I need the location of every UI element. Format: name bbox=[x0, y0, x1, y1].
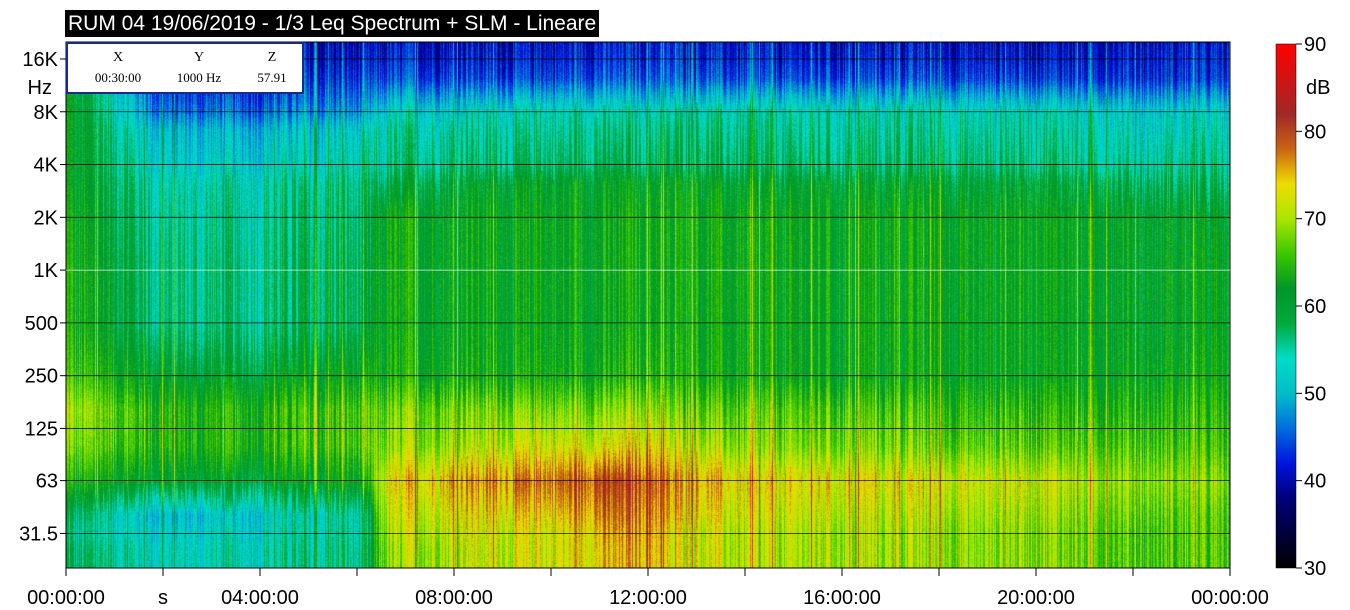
cursor-x-value: 00:30:00 bbox=[94, 70, 142, 85]
x-tick-label: 08:00:00 bbox=[415, 587, 493, 609]
chart-title: RUM 04 19/06/2019 - 1/3 Leq Spectrum + S… bbox=[65, 10, 600, 37]
y-unit-label: Hz bbox=[28, 77, 52, 99]
y-tick-label: 250 bbox=[25, 366, 58, 388]
x-tick-label: 00:00:00 bbox=[1191, 587, 1269, 609]
x-tick-label: 20:00:00 bbox=[997, 587, 1075, 609]
y-tick-label: 63 bbox=[36, 471, 58, 493]
colorbar-tick-label: 70 bbox=[1304, 209, 1326, 231]
colorbar-tick-label: 30 bbox=[1304, 558, 1326, 580]
cursor-y-header: Y bbox=[193, 50, 205, 65]
y-tick-label: 500 bbox=[25, 313, 58, 335]
cursor-z-value: 57.91 bbox=[257, 70, 287, 85]
colorbar-unit-label: dB bbox=[1306, 77, 1330, 99]
colorbar bbox=[1275, 43, 1297, 569]
colorbar-tick-label: 60 bbox=[1304, 296, 1326, 318]
x-tick-label: 16:00:00 bbox=[803, 587, 881, 609]
y-tick-label: 1K bbox=[34, 260, 59, 282]
x-tick-label: 04:00:00 bbox=[221, 587, 299, 609]
cursor-x-header: X bbox=[112, 50, 124, 65]
y-tick-label: 125 bbox=[25, 418, 58, 440]
cursor-readout: X Y Z 00:30:00 1000 Hz 57.91 bbox=[66, 42, 304, 94]
y-tick-label: 2K bbox=[34, 207, 59, 229]
x-unit-label: s bbox=[158, 587, 168, 609]
y-tick-label: 31.5 bbox=[19, 523, 58, 545]
cursor-y-value: 1000 Hz bbox=[176, 70, 222, 85]
x-tick-label: 00:00:00 bbox=[27, 587, 105, 609]
cursor-z-header: Z bbox=[267, 50, 277, 65]
plot-frame bbox=[65, 41, 1231, 569]
y-tick-label: 8K bbox=[34, 102, 59, 124]
colorbar-tick-label: 50 bbox=[1304, 383, 1326, 405]
x-tick-label: 12:00:00 bbox=[609, 587, 687, 609]
colorbar-tick-label: 80 bbox=[1304, 121, 1326, 143]
y-tick-label: 4K bbox=[34, 155, 59, 177]
colorbar-tick-label: 90 bbox=[1304, 34, 1326, 56]
colorbar-tick-label: 40 bbox=[1304, 471, 1326, 493]
y-tick-label: 16K bbox=[22, 49, 58, 71]
